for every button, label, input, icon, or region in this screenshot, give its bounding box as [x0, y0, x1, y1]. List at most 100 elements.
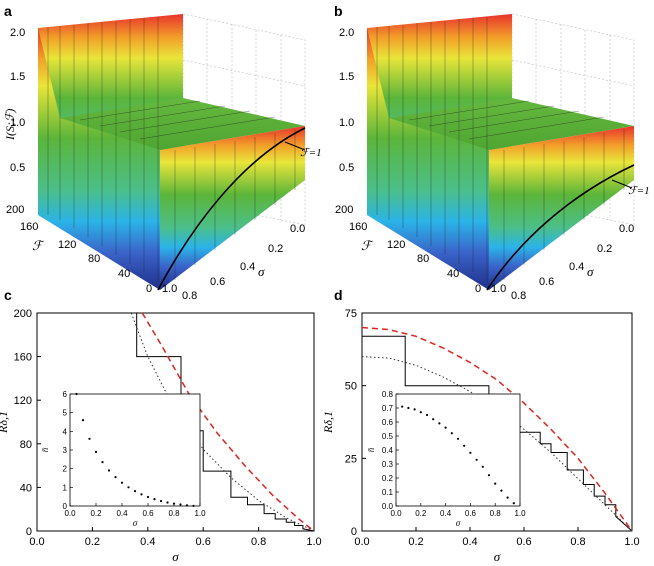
inset-point [450, 432, 453, 435]
inset-point [407, 406, 410, 410]
surface-mesh [376, 17, 625, 282]
inset-y-tick-label: 0.1 [382, 488, 394, 497]
inset-x-tick-label: 0.6 [465, 509, 477, 518]
inset-x-tick-label: 0.8 [168, 509, 180, 518]
f-tick: 120 [387, 239, 405, 251]
f-tick: 200 [335, 204, 353, 216]
inset-y-tick-label: 3 [63, 446, 68, 455]
inset-x-tick-label: 0.4 [116, 509, 128, 518]
x-tick-label: 0.8 [570, 536, 585, 548]
sigma-tick: 0.6 [210, 276, 225, 288]
inset-point [120, 481, 124, 484]
inset-y-tick-label: 0.7 [382, 404, 394, 413]
inset-point [413, 408, 416, 411]
sigma-tick: 0.4 [569, 261, 584, 273]
inset-y-tick-label: 0.8 [382, 390, 394, 399]
inset-point [401, 405, 404, 408]
annotation-arrow [611, 179, 633, 189]
inset-point [75, 392, 78, 396]
sigma-axis: 0.0 0.2 0.4 0.6 0.8 1.0 σ [162, 223, 305, 302]
surface-plateau [389, 98, 634, 150]
inset-x-tick-label: 0.0 [390, 509, 402, 518]
x-tick-label: 0.6 [516, 536, 531, 548]
inset-point [127, 486, 130, 489]
inset-point [101, 461, 104, 464]
f-axis: 200 160 120 80 40 0 ℱ [6, 204, 152, 295]
inset-frame [395, 393, 521, 507]
z-tick: 1.0 [339, 117, 354, 129]
series-dashed [361, 326, 633, 532]
panel-label-a: a [4, 3, 12, 19]
annotation-arrow [284, 141, 306, 151]
inset-y-tick-label: 0.4 [382, 446, 394, 455]
inset-point [192, 504, 195, 507]
x-tick-label: 0.0 [29, 536, 44, 548]
x-tick-label: 1.0 [306, 536, 321, 548]
x-axis-label: σ [172, 549, 179, 564]
z-tick: 1.5 [339, 71, 354, 83]
inset-point [475, 458, 478, 461]
inset-point [159, 499, 163, 503]
inset-y-tick-label: 0.3 [382, 460, 394, 469]
f-tick: 0 [146, 283, 152, 295]
series-dotted [130, 312, 315, 532]
series-dashed [141, 312, 315, 532]
inset-y-tick-label: 0.2 [382, 474, 394, 483]
inset-point [469, 451, 472, 454]
sigma-axis-label: σ [587, 264, 594, 279]
inset-x-tick-label: 0.2 [415, 509, 427, 518]
surface-right-face [489, 126, 634, 290]
x-axis-label: σ [494, 549, 501, 564]
sigma-tick: 0.0 [290, 223, 305, 235]
annotation-f1: ℱ=1 [300, 147, 322, 159]
inset-x-tick-label: 0.8 [490, 509, 502, 518]
inset-x-tick-label: 1.0 [514, 509, 526, 518]
sigma-tick: 0.4 [240, 261, 255, 273]
inset-x-tick-label: 0.4 [440, 509, 452, 518]
y-axis-label: Rδ,1 [321, 411, 335, 434]
z-axis: 2.0 1.5 1.0 0.5 [339, 27, 354, 174]
panel-label-b: b [334, 3, 343, 19]
inset-point [506, 496, 509, 499]
sigma-tick: 0.6 [539, 276, 554, 288]
f-equals-1-curve [157, 127, 306, 291]
surface-front-face [38, 28, 160, 290]
inset-point [166, 501, 169, 504]
inset-point [146, 495, 150, 499]
z-tick: 2.0 [339, 27, 354, 39]
sigma-tick: 0.2 [268, 243, 283, 255]
inset-y-tick-label: 0.0 [382, 502, 394, 511]
sigma-tick: 0.8 [182, 290, 197, 302]
plot-c: 0.0 0.2 0.4 0.6 0.8 1.004080120160200σRδ,10.0… [0, 308, 322, 564]
f-tick: 80 [417, 253, 429, 265]
y-tick-label: 40 [20, 482, 32, 494]
f-axis-label: ℱ [32, 238, 45, 253]
inset-y-axis-label: n̄ [40, 447, 50, 452]
f-tick: 40 [447, 268, 459, 280]
inset-point [107, 469, 111, 472]
f-tick: 0 [475, 283, 481, 295]
inset-point [172, 502, 176, 505]
y-tick-label: 25 [345, 453, 357, 465]
surface-right-face [160, 126, 305, 290]
x-tick-label: 0.4 [462, 536, 477, 548]
z-tick: 2.0 [10, 27, 25, 39]
x-tick-label: 1.0 [624, 536, 639, 548]
inset-point [114, 476, 117, 479]
inset-point [432, 418, 435, 421]
panel-c: c 0.0 0.2 0.4 0.6 0.8 1.004080120160200σRδ,10… [0, 287, 322, 564]
z-axis: 2.0 1.5 1.0 0.5 I(S;ℱ) [3, 27, 25, 174]
inset-point [419, 411, 422, 414]
z-tick: 1.5 [10, 71, 25, 83]
inset-point [133, 490, 137, 493]
f-tick: 120 [58, 239, 76, 251]
y-tick-label: 200 [14, 308, 32, 320]
inset-point [438, 422, 441, 425]
inset-x-axis-label: σ [133, 518, 138, 528]
inset-y-tick-label: 6 [63, 390, 68, 399]
inset-point [487, 474, 491, 477]
x-tick-label: 0.4 [140, 536, 155, 548]
inset-point [153, 498, 156, 501]
inset-point [425, 413, 429, 417]
